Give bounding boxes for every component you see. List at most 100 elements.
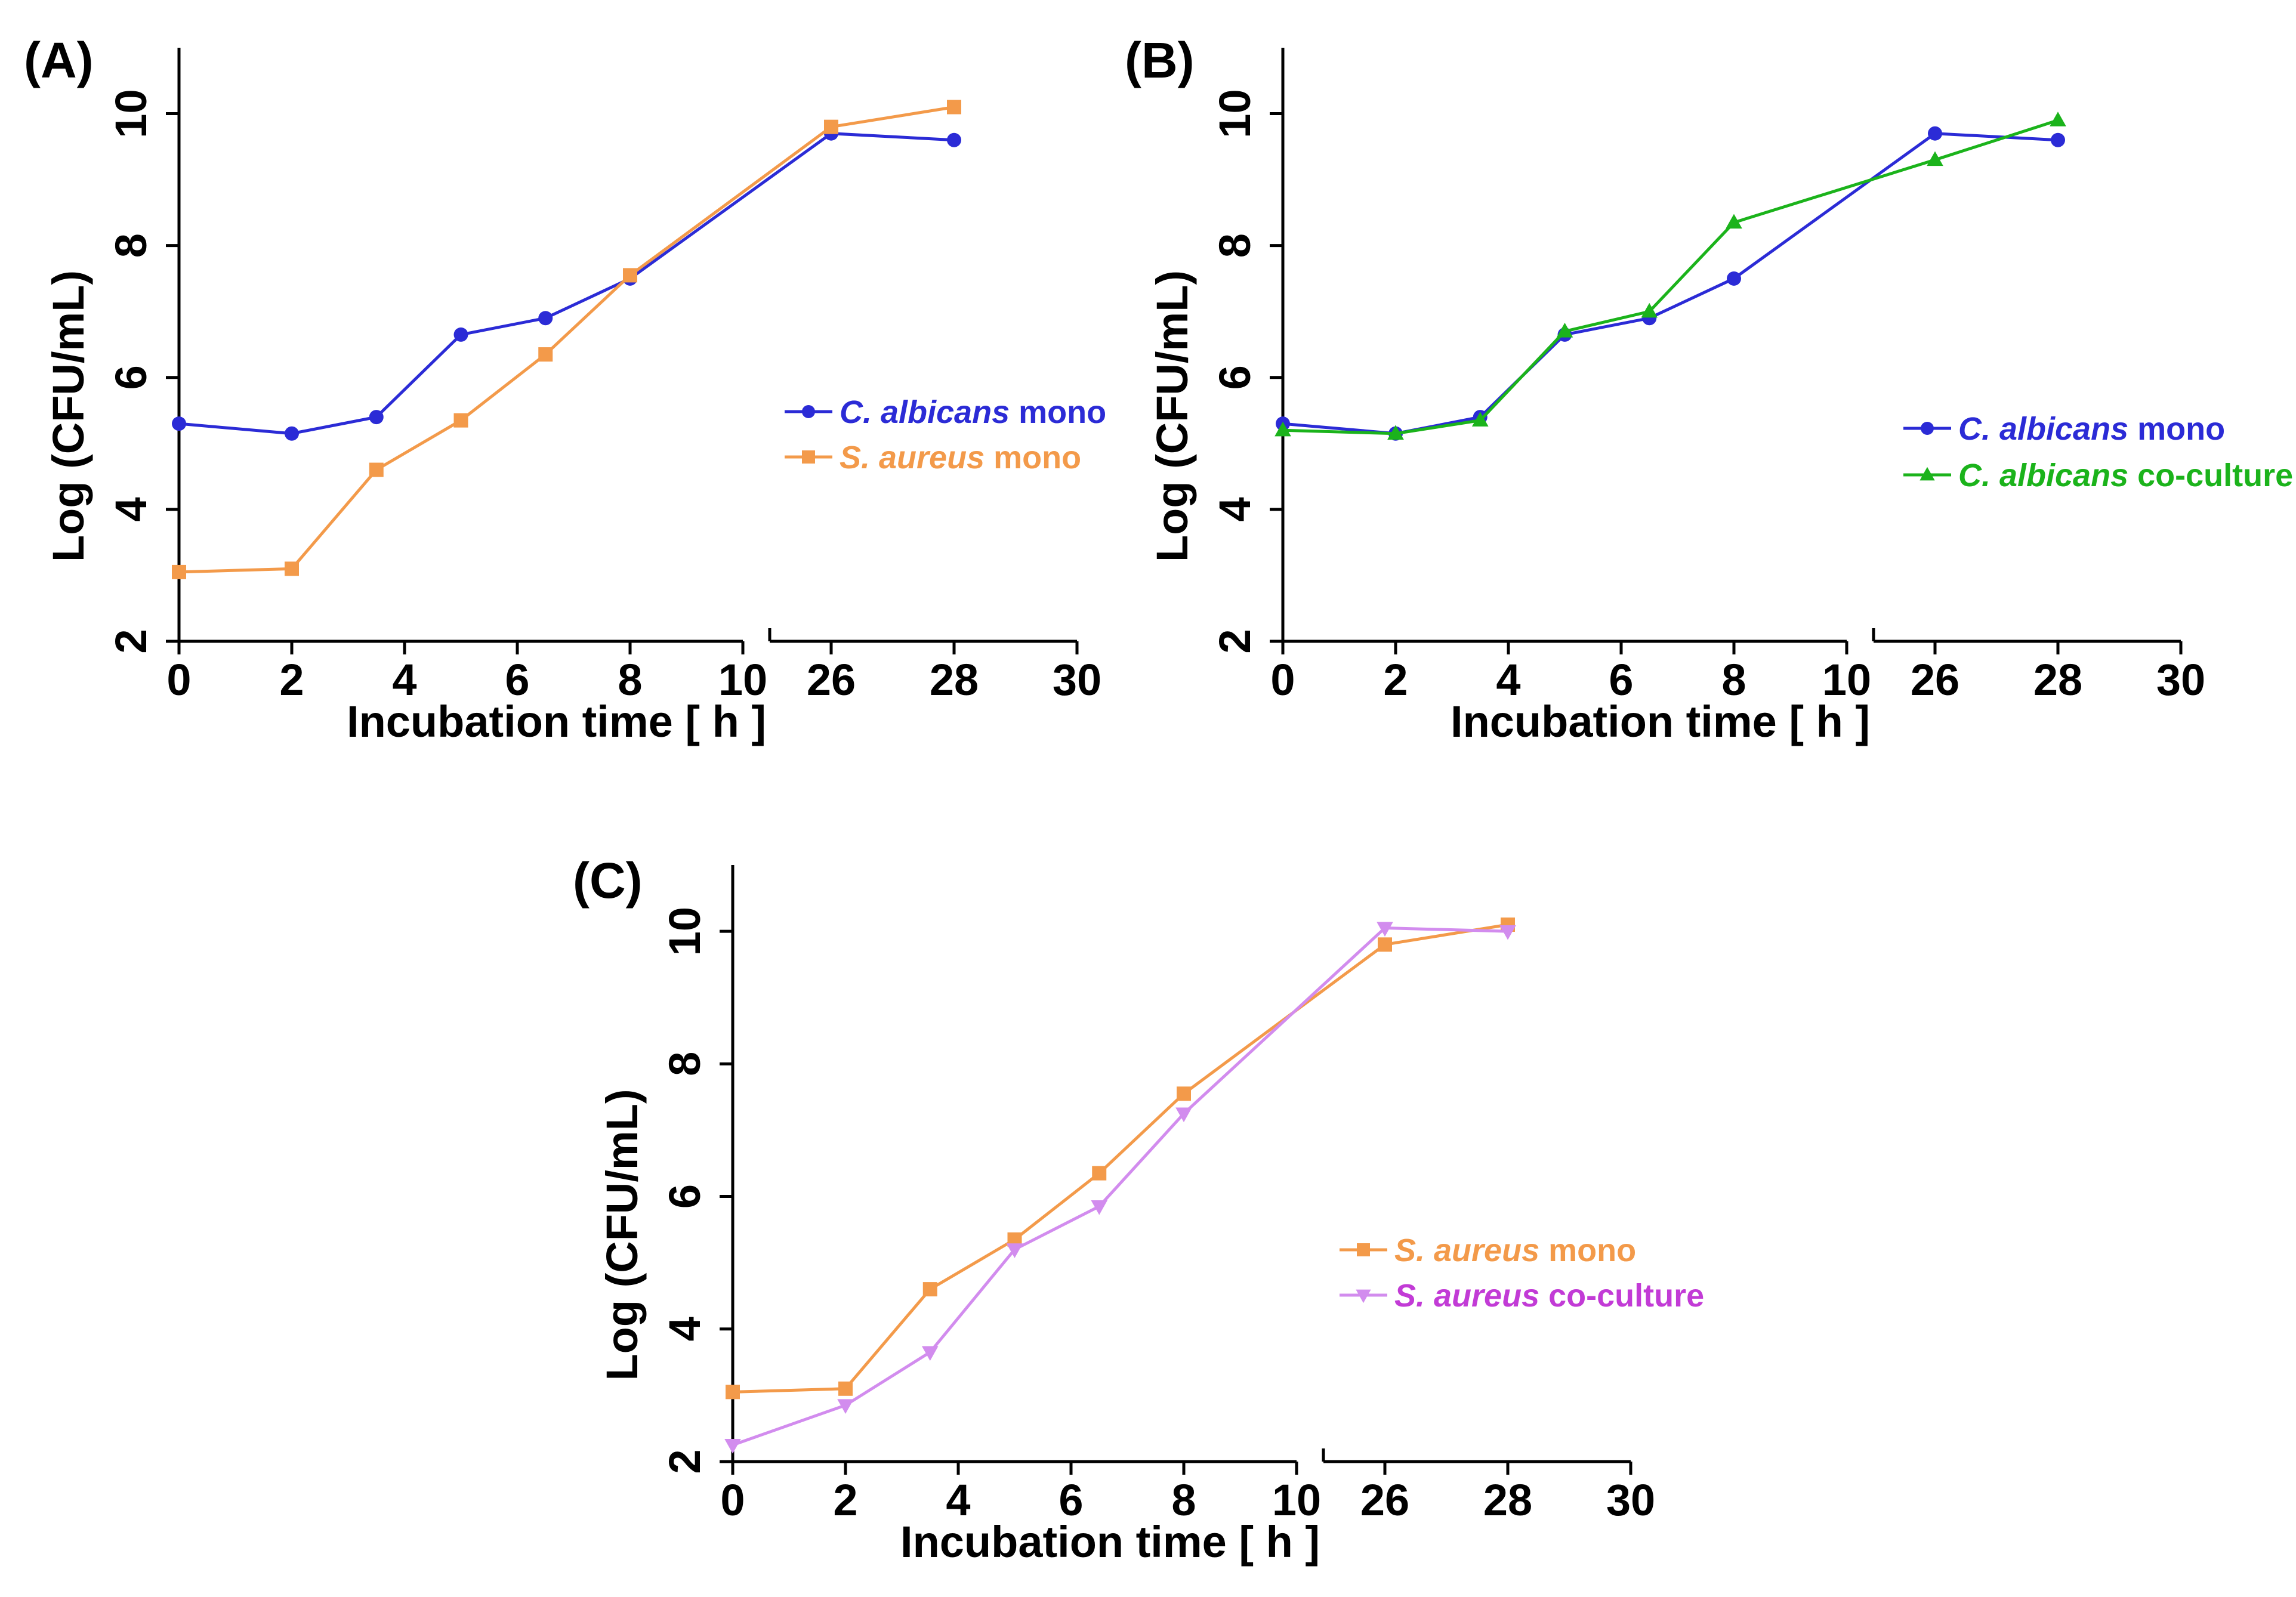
data-point [1091, 1200, 1108, 1215]
y-axis-title: Log (CFU/mL) [1147, 270, 1197, 562]
y-tick-label: 6 [660, 1184, 709, 1209]
data-point [947, 100, 961, 115]
x-tick-label: 2 [833, 1475, 857, 1525]
series-1: C. albicans mono [172, 126, 1106, 441]
series-line [1282, 132, 2059, 435]
data-point [623, 268, 637, 283]
x-tick-label: 26 [1360, 1475, 1409, 1525]
x-tick-label: 28 [930, 655, 979, 705]
series-2: C. albicans co-culture [1274, 112, 2293, 493]
legend-marker [802, 405, 815, 418]
panel-label: (A) [24, 32, 94, 88]
data-point [453, 413, 468, 428]
data-point [538, 311, 553, 326]
x-tick-label: 8 [1721, 655, 1746, 705]
data-point [1274, 421, 1291, 437]
legend-marker [1921, 422, 1934, 435]
data-point [1006, 1243, 1023, 1258]
series-2: S. aureus mono [172, 100, 1081, 579]
series-1: S. aureus mono [726, 918, 1636, 1400]
legend-species-name: C. albicans [1958, 458, 2128, 493]
y-tick-label: 10 [106, 89, 156, 138]
data-point [285, 561, 299, 576]
panel-label: (C) [573, 852, 643, 909]
data-point [1378, 937, 1392, 952]
y-tick-label: 8 [660, 1052, 709, 1076]
series-1: C. albicans mono [1276, 126, 2225, 447]
x-tick-label: 4 [392, 655, 416, 705]
legend-label: C. albicans mono [840, 394, 1106, 430]
data-point [1499, 925, 1516, 940]
data-point [172, 416, 186, 431]
data-point [922, 1282, 937, 1297]
x-tick-label: 6 [1609, 655, 1633, 705]
y-axis-title: Log (CFU/mL) [44, 270, 93, 562]
x-tick-label: 10 [718, 655, 767, 705]
series-2: S. aureus co-culture [724, 922, 1704, 1454]
legend-species-name: C. albicans [1958, 411, 2128, 447]
legend-marker [1919, 467, 1935, 481]
x-tick-label: 10 [1272, 1475, 1321, 1525]
y-tick-label: 2 [660, 1449, 709, 1474]
y-tick-label: 6 [1210, 365, 1260, 390]
x-tick-label: 0 [166, 655, 191, 705]
data-point [1471, 412, 1489, 427]
legend-label: S. aureus mono [1394, 1232, 1636, 1268]
data-point [1177, 1086, 1191, 1101]
y-tick-label: 8 [106, 233, 156, 258]
x-tick-label: 0 [1270, 655, 1295, 705]
data-point [1641, 302, 1658, 318]
legend-marker [1356, 1289, 1371, 1303]
legend-condition: mono [1010, 394, 1106, 430]
data-point [2051, 132, 2065, 147]
data-point [726, 1385, 740, 1400]
series-line [178, 132, 955, 435]
legend-marker [802, 450, 815, 464]
legend-species-name: C. albicans [840, 394, 1010, 430]
data-point [172, 564, 186, 579]
x-tick-label: 2 [1383, 655, 1408, 705]
y-tick-label: 2 [106, 629, 156, 653]
x-tick-label: 30 [1606, 1475, 1655, 1525]
x-axis-title: Incubation time [ h ] [1451, 697, 1870, 746]
data-point [837, 1399, 854, 1414]
y-tick-label: 8 [1210, 233, 1260, 258]
x-tick-label: 8 [618, 655, 642, 705]
data-point [369, 462, 384, 477]
data-point [1726, 214, 1742, 229]
legend-condition: co-culture [2128, 458, 2293, 493]
legend-label: C. albicans co-culture [1958, 458, 2293, 493]
x-tick-label: 6 [1058, 1475, 1083, 1525]
legend-condition: co-culture [1539, 1278, 1704, 1314]
x-tick-label: 6 [505, 655, 529, 705]
data-point [1928, 126, 1942, 141]
data-point [1387, 425, 1404, 440]
x-tick-label: 30 [2156, 655, 2205, 705]
data-point [369, 410, 384, 425]
data-point [724, 1439, 741, 1454]
y-tick-label: 2 [1210, 629, 1260, 653]
data-point [1727, 271, 1741, 286]
y-axis-title: Log (CFU/mL) [597, 1089, 647, 1380]
data-point [1175, 1107, 1192, 1123]
data-point [921, 1346, 939, 1361]
y-tick-label: 6 [106, 365, 156, 390]
legend-species-name: S. aureus [1394, 1232, 1539, 1268]
legend-marker [1357, 1243, 1370, 1256]
y-tick-label: 4 [660, 1317, 709, 1341]
x-tick-label: 26 [1911, 655, 1959, 705]
legend-species-name: S. aureus [1394, 1278, 1539, 1314]
data-point [538, 347, 553, 362]
series-line [732, 926, 1508, 1447]
data-point [1927, 151, 1943, 166]
series-line [178, 106, 955, 574]
x-tick-label: 4 [1496, 655, 1520, 705]
x-tick-label: 0 [720, 1475, 745, 1525]
data-point [824, 119, 838, 134]
data-point [453, 327, 468, 342]
data-point [1092, 1166, 1107, 1181]
